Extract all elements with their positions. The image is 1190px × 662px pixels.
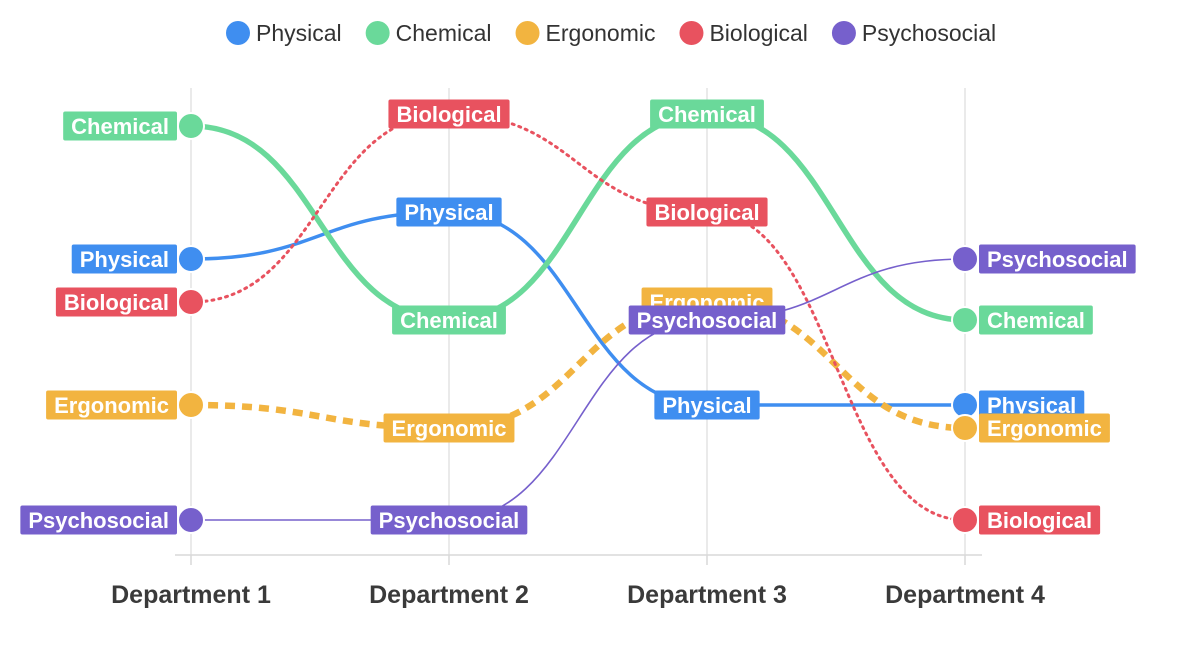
point-label-biological-department-4: Biological [979, 505, 1101, 535]
point-label-bg [383, 413, 515, 443]
point-label-text: Psychosocial [987, 247, 1128, 272]
point-label-bg [20, 505, 177, 535]
point-label-text: Psychosocial [379, 508, 520, 533]
point-label-text: Ergonomic [392, 416, 507, 441]
point-psychosocial-department-4[interactable] [951, 245, 979, 273]
point-psychosocial-department-1[interactable] [177, 506, 205, 534]
point-label-bg [650, 99, 764, 129]
point-label-text: Chemical [658, 102, 756, 127]
point-label-text: Biological [64, 290, 169, 315]
point-label-chemical-department-4: Chemical [979, 305, 1093, 335]
point-label-text: Physical [662, 393, 751, 418]
legend-item-biological[interactable]: Biological [679, 20, 808, 46]
point-biological-department-1[interactable] [177, 288, 205, 316]
legend-item-physical[interactable]: Physical [226, 20, 342, 46]
legend-label: Ergonomic [546, 20, 656, 46]
point-label-physical-department-2: Physical [396, 197, 502, 227]
point-label-physical-department-1: Physical [71, 244, 177, 274]
legend-label: Physical [256, 20, 342, 46]
x-tick-label-department-1: Department 1 [111, 581, 271, 609]
point-label-ergonomic-department-1: Ergonomic [46, 390, 177, 420]
x-tick-label-department-3: Department 3 [627, 581, 787, 609]
point-label-text: Biological [654, 200, 759, 225]
point-physical-department-1[interactable] [177, 245, 205, 273]
point-label-text: Ergonomic [987, 416, 1102, 441]
x-tick-label-department-4: Department 4 [885, 581, 1045, 609]
legend-swatch [365, 21, 390, 45]
point-chemical-department-1[interactable] [177, 112, 205, 140]
point-label-bg [979, 305, 1093, 335]
point-label-bg [654, 390, 760, 420]
point-label-biological-department-1: Biological [55, 287, 177, 317]
point-label-bg [979, 413, 1110, 443]
x-tick-label-department-2: Department 2 [369, 581, 529, 609]
point-label-physical-department-3: Physical [654, 390, 760, 420]
legend-item-psychosocial[interactable]: Psychosocial [831, 20, 996, 46]
point-label-text: Biological [987, 508, 1092, 533]
point-biological-department-4[interactable] [951, 506, 979, 534]
point-label-text: Psychosocial [28, 508, 169, 533]
point-label-bg [979, 244, 1136, 274]
lines-layer [189, 111, 967, 522]
point-label-bg [392, 305, 506, 335]
legend-swatch [226, 21, 250, 45]
legend-item-chemical[interactable]: Chemical [365, 20, 492, 46]
series-line-chemical[interactable] [190, 111, 966, 323]
point-label-chemical-department-1: Chemical [63, 111, 177, 141]
point-label-psychosocial-department-3: Psychosocial [628, 305, 786, 335]
point-label-bg [388, 99, 510, 129]
point-label-text: Chemical [71, 114, 169, 139]
point-label-chemical-department-3: Chemical [650, 99, 764, 129]
point-label-bg [628, 305, 786, 335]
legend-label: Psychosocial [862, 20, 996, 46]
point-label-ergonomic-department-4: Ergonomic [979, 413, 1110, 443]
legend-label: Biological [709, 20, 807, 46]
point-label-ergonomic-department-2: Ergonomic [383, 413, 515, 443]
series-line-ergonomic[interactable] [190, 298, 966, 432]
grid-layer [190, 88, 966, 555]
point-chemical-department-4[interactable] [951, 306, 979, 334]
point-label-text: Psychosocial [637, 308, 778, 333]
legend-swatch [831, 21, 856, 45]
legend-layer[interactable]: Physical Chemical Ergonomic Biological Psych… [226, 20, 996, 46]
point-label-psychosocial-department-2: Psychosocial [370, 505, 528, 535]
point-label-bg [370, 505, 528, 535]
point-label-bg [979, 505, 1101, 535]
series-line-biological[interactable] [189, 112, 967, 522]
point-label-bg [396, 197, 502, 227]
point-label-bg [71, 244, 177, 274]
point-label-biological-department-2: Biological [388, 99, 510, 129]
point-label-chemical-department-2: Chemical [392, 305, 506, 335]
point-label-bg [646, 197, 768, 227]
legend-item-ergonomic[interactable]: Ergonomic [515, 20, 656, 46]
point-label-biological-department-3: Biological [646, 197, 768, 227]
point-label-text: Physical [80, 247, 169, 272]
legend-label: Chemical [396, 20, 492, 46]
axis-layer: Department 1 Department 2 Department 3 Depa… [111, 554, 1045, 609]
point-label-bg [55, 287, 177, 317]
point-label-text: Biological [396, 102, 501, 127]
series-line-psychosocial[interactable] [191, 258, 966, 521]
point-ergonomic-department-1[interactable] [177, 391, 205, 419]
legend-swatch [679, 21, 704, 45]
point-label-text: Physical [404, 200, 493, 225]
point-ergonomic-department-4[interactable] [951, 414, 979, 442]
point-label-text: Chemical [400, 308, 498, 333]
point-label-bg [46, 390, 177, 420]
point-label-bg [63, 111, 177, 141]
point-label-bg [979, 390, 1085, 420]
legend-swatch [515, 21, 540, 45]
point-label-text: Ergonomic [54, 393, 169, 418]
points-layer [177, 112, 979, 534]
point-label-text: Chemical [987, 308, 1085, 333]
point-label-psychosocial-department-1: Psychosocial [20, 505, 177, 535]
point-label-psychosocial-department-4: Psychosocial [979, 244, 1136, 274]
